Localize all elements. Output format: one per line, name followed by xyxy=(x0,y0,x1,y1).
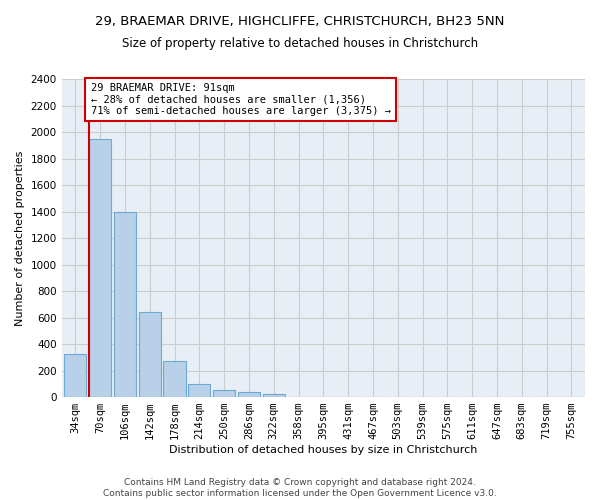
Text: Contains HM Land Registry data © Crown copyright and database right 2024.
Contai: Contains HM Land Registry data © Crown c… xyxy=(103,478,497,498)
Bar xyxy=(89,138,111,397)
Bar xyxy=(139,312,161,397)
Bar xyxy=(114,212,136,397)
Text: 29, BRAEMAR DRIVE, HIGHCLIFFE, CHRISTCHURCH, BH23 5NN: 29, BRAEMAR DRIVE, HIGHCLIFFE, CHRISTCHU… xyxy=(95,15,505,28)
Text: 29 BRAEMAR DRIVE: 91sqm
← 28% of detached houses are smaller (1,356)
71% of semi: 29 BRAEMAR DRIVE: 91sqm ← 28% of detache… xyxy=(91,83,391,116)
X-axis label: Distribution of detached houses by size in Christchurch: Distribution of detached houses by size … xyxy=(169,445,478,455)
Bar xyxy=(163,360,185,397)
Y-axis label: Number of detached properties: Number of detached properties xyxy=(15,150,25,326)
Bar xyxy=(263,394,285,397)
Bar xyxy=(64,354,86,397)
Bar xyxy=(213,390,235,397)
Text: Size of property relative to detached houses in Christchurch: Size of property relative to detached ho… xyxy=(122,38,478,51)
Bar xyxy=(238,392,260,397)
Bar xyxy=(188,384,211,397)
